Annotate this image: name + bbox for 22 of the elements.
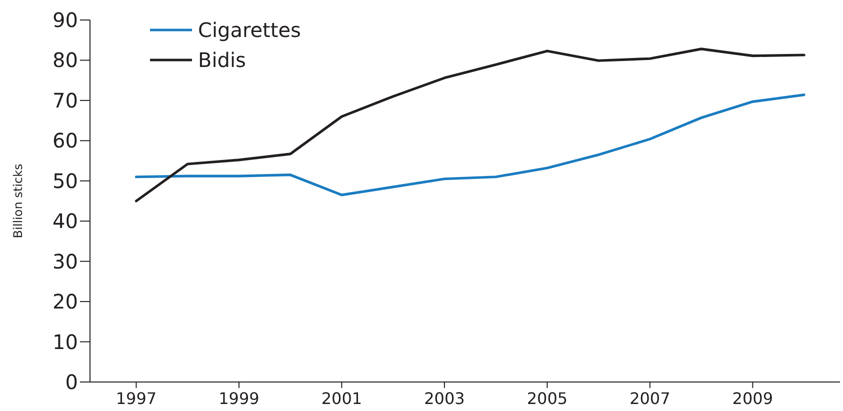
y-tick-label: 70	[52, 88, 78, 112]
y-axis-title: Billion sticks	[11, 164, 25, 238]
x-tick-label: 2009	[732, 389, 774, 408]
x-tick-label: 2001	[321, 389, 362, 408]
y-tick-label: 10	[52, 330, 78, 354]
x-tick-label: 1999	[218, 389, 260, 408]
y-tick-label: 0	[65, 370, 78, 394]
y-tick-label: 80	[52, 48, 78, 72]
x-tick-label: 2007	[630, 389, 670, 408]
y-tick-label: 40	[52, 209, 78, 234]
y-tick-label: 20	[52, 290, 78, 314]
y-tick-label: 60	[52, 128, 78, 153]
x-tick-label: 2005	[526, 389, 568, 408]
x-tick-label: 2003	[424, 389, 465, 408]
line-series	[134, 94, 806, 196]
y-tick-label: 30	[52, 249, 78, 274]
y-tick-label: 90	[52, 8, 78, 32]
y-tick-label: 50	[52, 168, 78, 193]
legend-label: Cigarettes	[198, 18, 301, 42]
legend-label: Bidis	[198, 48, 246, 72]
line-series	[134, 48, 806, 202]
x-tick-label: 1997	[116, 389, 157, 408]
